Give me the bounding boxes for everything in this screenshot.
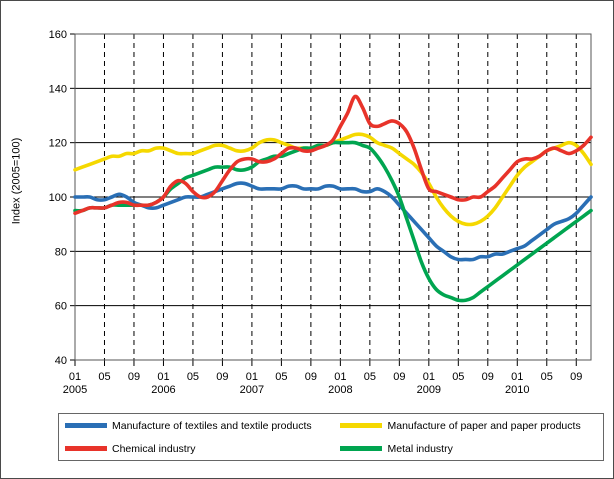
line-chart-svg: 40 60 80 100 120 140 160 01 05 09 01 05 09 01 05 09 01 05… [49, 29, 593, 396]
x-year-label: 2007 [240, 384, 264, 396]
x-tick-label: 01 [157, 371, 169, 383]
legend-table: Manufacture of textiles and textile prod… [59, 414, 603, 460]
x-tick-label: 05 [98, 371, 110, 383]
legend-swatch-chemical [65, 446, 107, 452]
legend-label-metal: Metal industry [387, 442, 453, 455]
x-tick-label: 09 [128, 371, 140, 383]
x-tick-label: 01 [511, 371, 523, 383]
series-line [73, 181, 593, 262]
legend-swatch-paper [340, 423, 383, 429]
y-tick-label: 100 [49, 192, 67, 204]
x-year-label: 2008 [328, 384, 352, 396]
legend-swatch-textiles [65, 423, 107, 429]
x-year-label: 2005 [63, 384, 87, 396]
series-line [73, 94, 593, 216]
x-tick-label: 05 [452, 371, 464, 383]
x-tick-label: 09 [482, 371, 494, 383]
x-year-label: 2006 [151, 384, 175, 396]
chart-plot-container: Index (2005=100) 40 60 80 100 120 140 160 01 05 0… [1, 1, 613, 411]
y-tick-label: 60 [55, 301, 67, 313]
x-tick-label: 05 [187, 371, 199, 383]
y-tick-label: 160 [49, 29, 67, 41]
chart-legend: Manufacture of textiles and textile prod… [58, 413, 604, 461]
y-tick-label: 140 [49, 83, 67, 95]
x-year-label: 2010 [505, 384, 529, 396]
legend-item-textiles: Manufacture of textiles and textile prod… [59, 414, 334, 437]
x-tick-label: 01 [334, 371, 346, 383]
x-tick-label: 09 [393, 371, 405, 383]
legend-swatch-metal [340, 446, 383, 452]
x-tick-label: 05 [364, 371, 376, 383]
legend-label-paper: Manufacture of paper and paper products [387, 419, 581, 432]
series-line [73, 132, 593, 227]
x-tick-label: 09 [305, 371, 317, 383]
y-tick-label: 40 [55, 355, 67, 367]
y-tick-label: 80 [55, 246, 67, 258]
x-year-label: 2009 [417, 384, 441, 396]
x-tick-label: 05 [541, 371, 553, 383]
y-tick-label: 120 [49, 138, 67, 150]
legend-item-paper: Manufacture of paper and paper products [334, 414, 603, 437]
legend-label-chemical: Chemical industry [112, 442, 196, 455]
x-tick-label: 01 [69, 371, 81, 383]
x-tick-label: 09 [570, 371, 582, 383]
x-tick-label: 09 [216, 371, 228, 383]
legend-label-textiles: Manufacture of textiles and textile prod… [112, 419, 312, 432]
legend-item-chemical: Chemical industry [59, 437, 334, 460]
legend-item-metal: Metal industry [334, 437, 603, 460]
x-tick-label: 01 [246, 371, 258, 383]
x-tick-label: 05 [275, 371, 287, 383]
x-tick-label: 01 [423, 371, 435, 383]
